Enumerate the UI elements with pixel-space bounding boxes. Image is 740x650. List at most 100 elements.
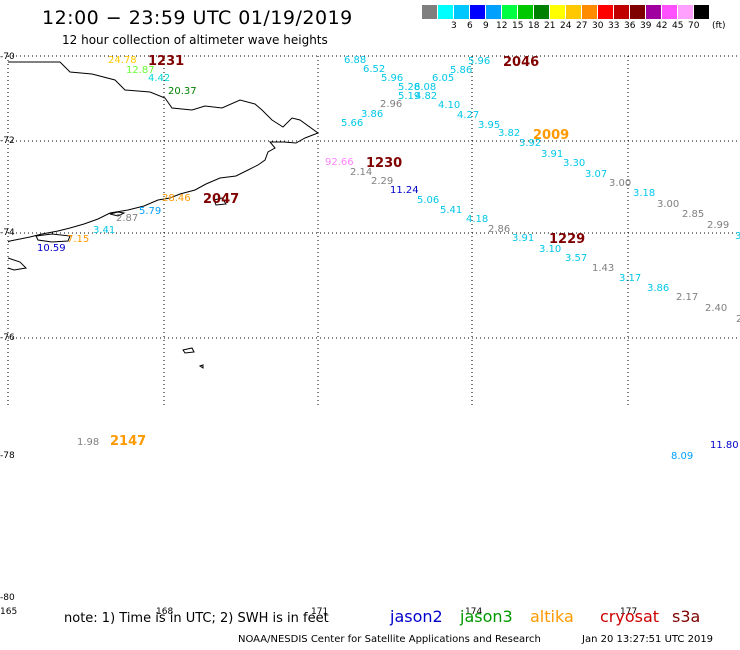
observation-label: 3.41 xyxy=(93,225,116,236)
observation-label: 1231 xyxy=(148,54,185,69)
observation-label: 4.18 xyxy=(466,214,489,225)
scale-label: 12 xyxy=(496,21,508,31)
observation-label: 5.41 xyxy=(440,205,463,216)
scale-label: 15 xyxy=(512,21,524,31)
observation-label: 2147 xyxy=(110,434,147,449)
observation-label: 2009 xyxy=(533,128,570,143)
coastline-islet-2 xyxy=(213,197,227,206)
observation-label: 10.59 xyxy=(37,243,66,254)
scale-label: 30 xyxy=(592,21,604,31)
observation-label: 5.19 xyxy=(398,91,421,102)
scale-label: 24 xyxy=(560,21,572,31)
lat-label-76: -76 xyxy=(0,333,15,343)
observation-label: 2047 xyxy=(203,192,240,207)
observation-label: 3.00 xyxy=(609,178,632,189)
coastline-island-tiny xyxy=(198,364,204,369)
scale-swatch xyxy=(646,5,662,19)
observation-label: 1.98 xyxy=(77,437,100,448)
observation-label: 4.10 xyxy=(438,100,461,111)
scale-label: 33 xyxy=(608,21,620,31)
observation-label: 3.00 xyxy=(657,199,680,210)
observation-label: 5.66 xyxy=(341,118,364,129)
scale-label: 39 xyxy=(640,21,652,31)
observation-label: 7.15 xyxy=(67,234,90,245)
scale-unit: (ft) xyxy=(712,21,726,31)
scale-swatch xyxy=(422,5,438,19)
observation-label: 3.91 xyxy=(541,149,564,160)
lon-label-174: 174 xyxy=(465,607,483,617)
observation-label: 5.79 xyxy=(139,206,162,217)
scale-swatch xyxy=(470,5,486,19)
observation-label: 6.08 xyxy=(414,82,437,93)
scale-swatch xyxy=(694,5,710,19)
credit-line: NOAA/NESDIS Center for Satellite Applica… xyxy=(238,634,541,645)
observation-label: 3.10 xyxy=(539,244,562,255)
observation-label: 3.92 xyxy=(519,138,542,149)
scale-swatch xyxy=(438,5,454,19)
observation-label: 28.46 xyxy=(162,193,191,204)
scale-labels: 3 6 9 12 15 18 21 24 27 30 33 36 39 42 45 70 (ft) xyxy=(422,19,726,33)
observation-label: 2.14 xyxy=(350,167,373,178)
observation-label: 3.17 xyxy=(619,273,642,284)
observation-label: 2.87 xyxy=(116,213,139,224)
lat-label-80: -80 xyxy=(0,593,15,603)
observation-label: 3.95 xyxy=(478,120,501,131)
lat-label-78: -78 xyxy=(0,451,15,461)
scale-swatch xyxy=(678,5,694,19)
satellite-legend-cryosat: cryosat xyxy=(600,607,660,626)
scale-label: 18 xyxy=(528,21,540,31)
observation-label: 8.09 xyxy=(671,451,694,462)
scale-label: 45 xyxy=(672,21,684,31)
observation-label: 3.91 xyxy=(512,233,535,244)
scale-label: 70 xyxy=(688,21,700,31)
coastline-islet-1 xyxy=(109,211,126,217)
scale-swatch xyxy=(582,5,598,19)
observation-label: 11.24 xyxy=(390,185,419,196)
scale-swatch xyxy=(550,5,566,19)
observation-label: 5.28 xyxy=(398,82,421,93)
observation-label: 1230 xyxy=(366,156,403,171)
lon-label-168: 168 xyxy=(156,607,174,617)
coastline-island-beaufort xyxy=(182,347,195,354)
observation-label: 4.27 xyxy=(457,110,480,121)
observation-label: 2 xyxy=(736,314,740,325)
coastline-island-coulman xyxy=(7,257,28,271)
observation-label: 3.57 xyxy=(565,253,588,264)
observation-label: 6.52 xyxy=(363,64,386,75)
scale-label: 27 xyxy=(576,21,588,31)
coastline-island-ross xyxy=(35,233,71,243)
lat-label-72: -72 xyxy=(0,136,15,146)
observation-label: 1229 xyxy=(549,232,586,247)
observation-label: 6.05 xyxy=(432,73,455,84)
observation-label: 3.86 xyxy=(647,283,670,294)
scale-swatch xyxy=(486,5,502,19)
scale-swatch xyxy=(454,5,470,19)
observation-label: 12.87 xyxy=(126,65,155,76)
color-scale-legend: 3 6 9 12 15 18 21 24 27 30 33 36 39 42 45 70 (ft) xyxy=(422,5,726,33)
scale-label: 9 xyxy=(483,21,489,31)
observation-label: 2.17 xyxy=(676,292,699,303)
observation-label: 24.78 xyxy=(108,55,137,66)
observation-label: 4.42 xyxy=(148,73,171,84)
observation-label: 2.99 xyxy=(707,220,730,231)
observation-label: 3.82 xyxy=(498,128,521,139)
observation-label: 11.80 xyxy=(710,440,739,451)
chart-title: 12:00 − 23:59 UTC 01/19/2019 xyxy=(42,7,353,29)
observation-label: 4.82 xyxy=(415,91,438,102)
observation-label: 2.40 xyxy=(705,303,728,314)
scale-swatch xyxy=(614,5,630,19)
satellite-legend-jason2: jason2 xyxy=(390,607,443,626)
observation-label: 3 xyxy=(735,231,740,242)
observation-label: 3.18 xyxy=(633,188,656,199)
scale-swatch xyxy=(534,5,550,19)
scale-label: 36 xyxy=(624,21,636,31)
scale-label: 3 xyxy=(451,21,457,31)
scale-swatch xyxy=(630,5,646,19)
scale-label: 6 xyxy=(467,21,473,31)
observation-label: 6.88 xyxy=(344,55,367,66)
footnote: note: 1) Time is in UTC; 2) SWH is in fe… xyxy=(64,611,329,626)
chart-subtitle: 12 hour collection of altimeter wave hei… xyxy=(62,33,328,47)
scale-label: 42 xyxy=(656,21,668,31)
lon-label-177: 177 xyxy=(620,607,638,617)
